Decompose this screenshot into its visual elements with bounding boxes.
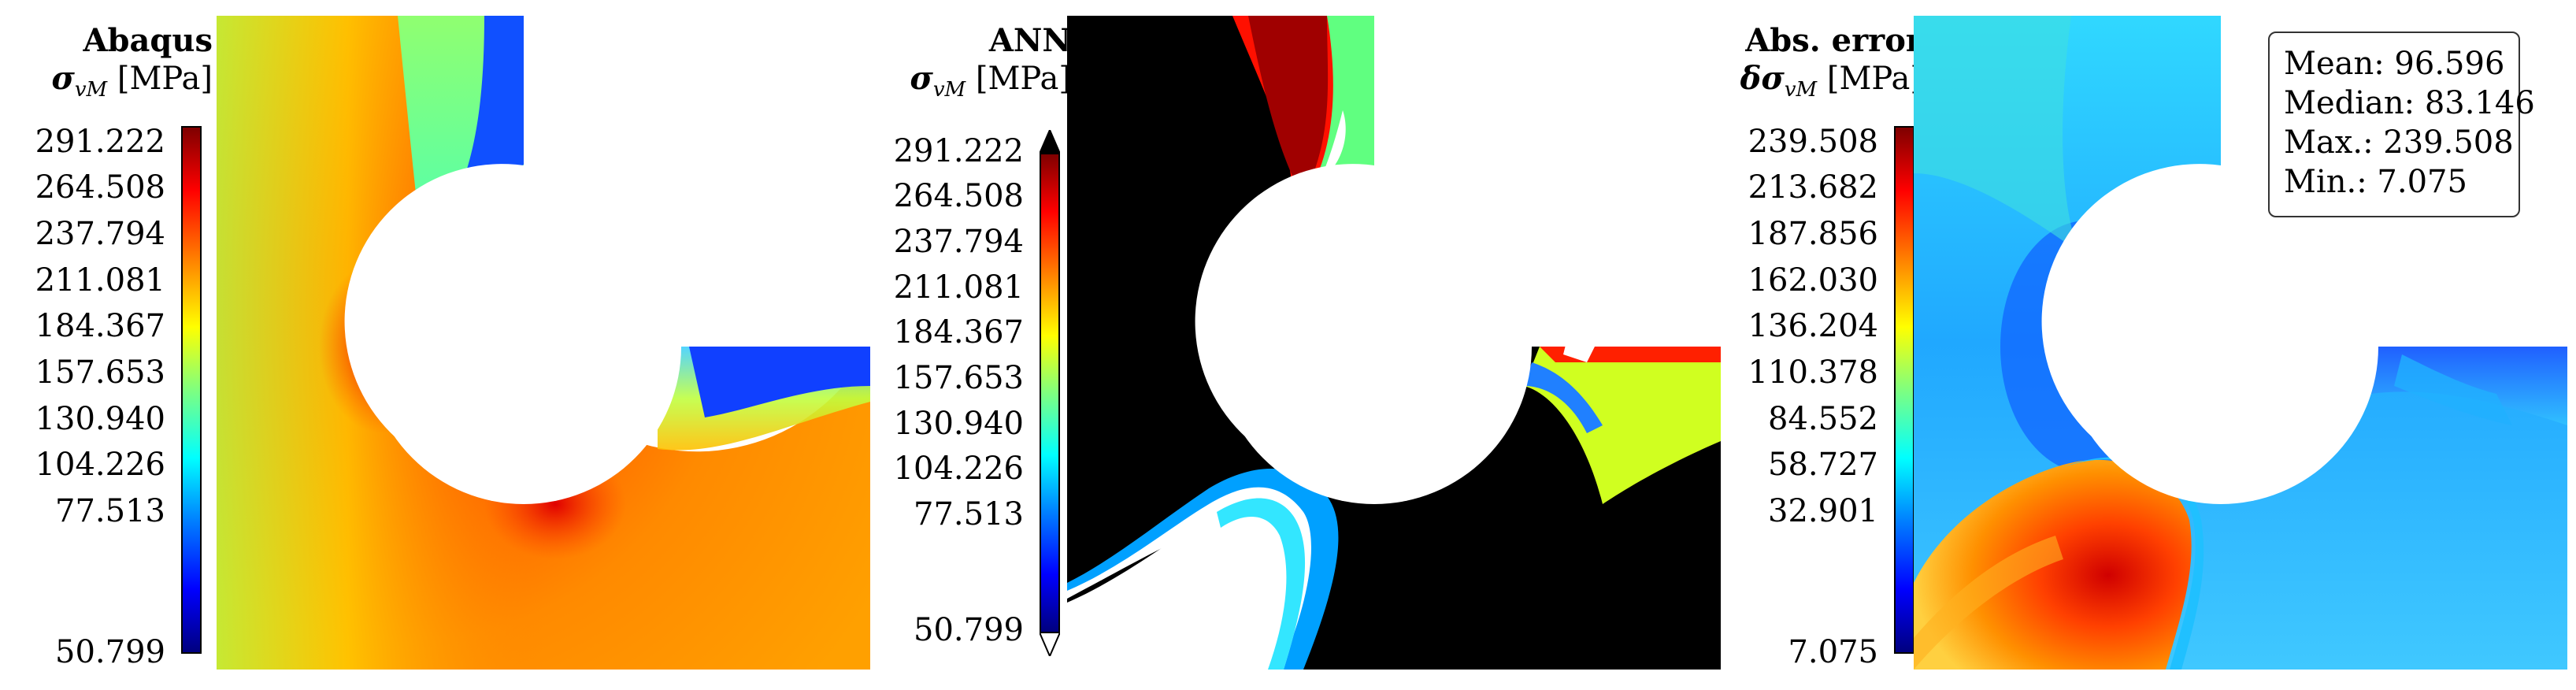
colorbar: [1040, 153, 1060, 633]
tick-label: 213.682: [1748, 169, 1878, 206]
tick-label: 104.226: [893, 451, 1024, 487]
stat-mean: Mean: 96.596: [2284, 46, 2505, 82]
tick-label: 130.940: [893, 406, 1024, 442]
tick-label: 211.081: [35, 262, 165, 299]
panel-title: Abaqus: [83, 22, 213, 59]
colorbar: [181, 126, 202, 654]
panel-title: ANN: [988, 22, 1071, 59]
colorbar-title: Abs. error δσvM [MPa]: [1670, 22, 1922, 109]
tick-label: 184.367: [893, 314, 1024, 351]
tick-label: 239.508: [1748, 124, 1878, 160]
tick-label: 157.653: [35, 354, 165, 391]
stress-field-ann: [1067, 16, 1721, 670]
tick-label: 110.378: [1748, 354, 1878, 391]
tick-label: 211.081: [893, 269, 1024, 306]
tick-label: 184.367: [35, 308, 165, 344]
tick-label: 77.513: [914, 496, 1024, 532]
tick-label: 50.799: [914, 612, 1024, 648]
panel-title: Abs. error: [1745, 22, 1922, 59]
panel-ann: ANN σvM [MPa] 291.222 264.508 237.794 21…: [858, 0, 1721, 690]
colorbar-extend-max: [1040, 130, 1060, 154]
colorbar: [1894, 126, 1914, 654]
tick-label: 264.508: [893, 178, 1024, 214]
tick-label: 104.226: [35, 447, 165, 483]
colorbar-extend-min: [1040, 632, 1060, 656]
stats-legend: Mean: 96.596 Median: 83.146 Max.: 239.50…: [2268, 32, 2535, 217]
stat-max: Max.: 239.508: [2284, 124, 2514, 161]
colorbar-label: σvM [MPa]: [51, 60, 213, 102]
tick-label: 32.901: [1768, 493, 1878, 529]
tick-label: 157.653: [893, 360, 1024, 396]
tick-label: 264.508: [35, 169, 165, 206]
panel-abs-error: Abs. error δσvM [MPa] 239.508 213.682 18…: [1717, 0, 2576, 690]
tick-label: 84.552: [1768, 401, 1878, 437]
colorbar-ticks: 239.508 213.682 187.856 162.030 136.204 …: [1717, 0, 1878, 690]
stat-median: Median: 83.146: [2284, 85, 2535, 121]
tick-label: 130.940: [35, 401, 165, 437]
panel-abaqus: Abaqus σvM [MPa] 291.222 264.508 237.794…: [0, 0, 870, 690]
tick-label: 291.222: [35, 124, 165, 160]
colorbar-ticks: 291.222 264.508 237.794 211.081 184.367 …: [858, 0, 1024, 690]
colorbar-title: ANN σvM [MPa]: [851, 22, 1071, 109]
tick-label: 291.222: [893, 133, 1024, 169]
tick-label: 187.856: [1748, 216, 1878, 252]
tick-label: 77.513: [55, 493, 165, 529]
stat-min: Min.: 7.075: [2284, 164, 2467, 200]
tick-label: 58.727: [1768, 447, 1878, 483]
tick-label: 237.794: [35, 216, 165, 252]
tick-label: 237.794: [893, 224, 1024, 260]
colorbar-label: δσvM [MPa]: [1740, 60, 1922, 102]
tick-label: 7.075: [1788, 634, 1878, 670]
tick-label: 136.204: [1748, 308, 1878, 344]
stress-field-abaqus: [217, 16, 870, 670]
colorbar-title: Abaqus σvM [MPa]: [0, 22, 213, 109]
colorbar-label: σvM [MPa]: [910, 60, 1071, 102]
colorbar-ticks: 291.222 264.508 237.794 211.081 184.367 …: [0, 0, 165, 690]
tick-label: 162.030: [1748, 262, 1878, 299]
tick-label: 50.799: [55, 634, 165, 670]
